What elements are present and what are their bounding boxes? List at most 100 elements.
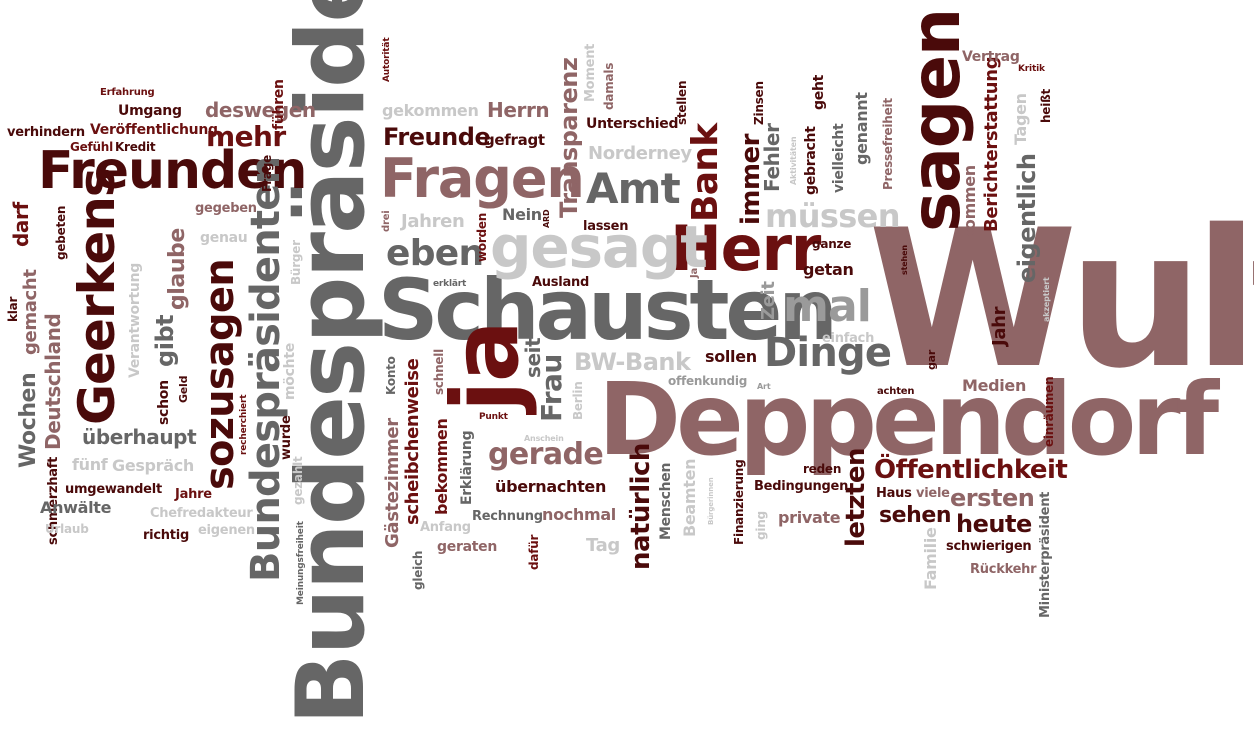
word-geht: geht [811, 74, 827, 110]
word-deppendorf: Deppendorf [598, 361, 1219, 478]
word-art: Art [757, 382, 771, 391]
word-bw-bank: BW-Bank [574, 348, 691, 376]
word-ueberhaupt: überhaupt [82, 425, 197, 449]
word-autoritaet: Autorität [382, 37, 392, 82]
word-glaube: glaube [165, 228, 190, 310]
word-ja: ja [432, 322, 539, 412]
word-konto: Konto [384, 356, 398, 395]
word-muessen: müssen [765, 197, 901, 235]
word-seit: seit [521, 337, 545, 378]
word-kritik: Kritik [1018, 64, 1045, 74]
word-genau: genau [200, 230, 248, 246]
word-umgang: Umgang [118, 103, 182, 119]
word-fragen: Fragen [380, 147, 585, 210]
word-fehler: Fehler [760, 123, 784, 192]
word-gebracht: gebracht [803, 126, 819, 195]
word-pressefreiheit: Pressefreiheit [881, 98, 895, 190]
word-chefredakteur: Chefredakteur [150, 506, 253, 521]
word-gesagt: gesagt [490, 213, 708, 281]
word-mehr: mehr [206, 120, 286, 153]
word-finanzierung: Finanzierung [732, 459, 746, 545]
word-ersten: ersten [950, 484, 1035, 512]
word-gemacht: gemacht [20, 269, 41, 355]
word-klar: klar [6, 296, 20, 322]
word-gegeben: gegeben [195, 201, 257, 216]
word-schnell: schnell [432, 348, 446, 395]
word-gefragt: gefragt [484, 131, 545, 149]
word-natuerlich: natürlich [626, 443, 656, 570]
word-medien: Medien [962, 376, 1027, 395]
word-gebeten: gebeten [54, 205, 68, 260]
word-gerade: gerade [488, 437, 604, 472]
word-unterschied: Unterschied [586, 116, 679, 132]
word-mal: mal [783, 281, 872, 332]
word-nein: Nein [502, 205, 542, 224]
word-herrn: Herrn [487, 98, 550, 122]
word-eigenen: eigenen [198, 523, 255, 538]
word-dinge: Dinge [764, 330, 892, 376]
word-sollen: sollen [705, 347, 757, 366]
word-herr: Herr [670, 212, 821, 285]
word-schon: schon [156, 380, 172, 425]
word-kredit: Kredit [115, 140, 156, 154]
word-recherchiert: recherchiert [239, 394, 249, 455]
word-tagen: Tagen [1011, 93, 1030, 145]
word-nochmal: nochmal [542, 505, 616, 524]
word-haus: Haus [876, 486, 912, 501]
word-ging: ging [754, 511, 768, 540]
word-geld: Geld [177, 375, 190, 403]
word-genannt: genannt [852, 92, 871, 165]
word-eben: eben [386, 233, 484, 274]
word-urlaub: Urlaub [45, 522, 89, 536]
word-lassen: lassen [583, 219, 629, 234]
word-sozusagen: sozusagen [197, 259, 243, 490]
word-tag: Tag [586, 535, 620, 556]
word-worden: worden [475, 212, 489, 262]
word-wochen: Wochen [16, 372, 41, 468]
word-deswegen: deswegen [205, 98, 316, 122]
word-gespraech: Gespräch [112, 456, 194, 475]
word-gefuehl: Gefühl [70, 140, 113, 154]
word-amt: Amt [586, 164, 681, 213]
word-gezahlt: gezahlt [291, 456, 305, 505]
word-wulff: Wulff [868, 189, 1254, 410]
word-bank: Bank [685, 123, 726, 222]
word-rueckkehr: Rückkehr [970, 562, 1037, 577]
word-freunden: Freunden [38, 141, 307, 201]
word-verhindern: verhindern [7, 125, 85, 140]
word-stehen: stehen [900, 245, 909, 275]
word-aktivitaeten: Aktivitäten [789, 136, 798, 185]
word-viele: viele [916, 486, 950, 501]
word-anfang: Anfang [420, 520, 471, 535]
word-richtig: richtig [143, 528, 189, 543]
word-jahr: Jahr [989, 306, 1010, 346]
word-fuehren: führen [271, 79, 287, 130]
word-norderney: Norderney [588, 143, 692, 164]
word-vielleicht: vielleicht [831, 123, 847, 193]
word-jahren: Jahren [401, 211, 465, 232]
word-heisst: heißt [1039, 89, 1053, 123]
word-moment: Moment [583, 43, 598, 102]
word-berlin: Berlin [571, 381, 585, 420]
word-dafuer: dafür [527, 534, 541, 570]
word-buergerinnen: Bürgerinnen [707, 477, 715, 525]
word-anschein: Anschein [524, 434, 564, 443]
word-erfahrung: Erfahrung [100, 87, 155, 98]
word-zeit: Zeit [758, 281, 779, 320]
word-damals: damals [602, 62, 616, 110]
word-menschen: Menschen [658, 462, 674, 540]
word-ard: ARD [542, 209, 551, 228]
word-bedingungen: Bedingungen [754, 479, 849, 494]
word-kommen: kommen [960, 165, 979, 240]
word-jahre: Jahre [175, 487, 212, 502]
word-zinsen: Zinsen [752, 81, 766, 125]
word-oeffentlichkeit: Öffentlichkeit [874, 455, 1068, 485]
word-private: private [778, 508, 841, 527]
word-ministerpraesident: Ministerpräsident [1038, 491, 1053, 618]
word-verantwortung: Verantwortung [127, 262, 143, 378]
word-punkt: Punkt [479, 412, 508, 422]
word-drei: drei [381, 210, 392, 233]
word-erklaerung: Erklärung [459, 430, 475, 505]
word-eigentlich: eigentlich [1013, 153, 1041, 284]
